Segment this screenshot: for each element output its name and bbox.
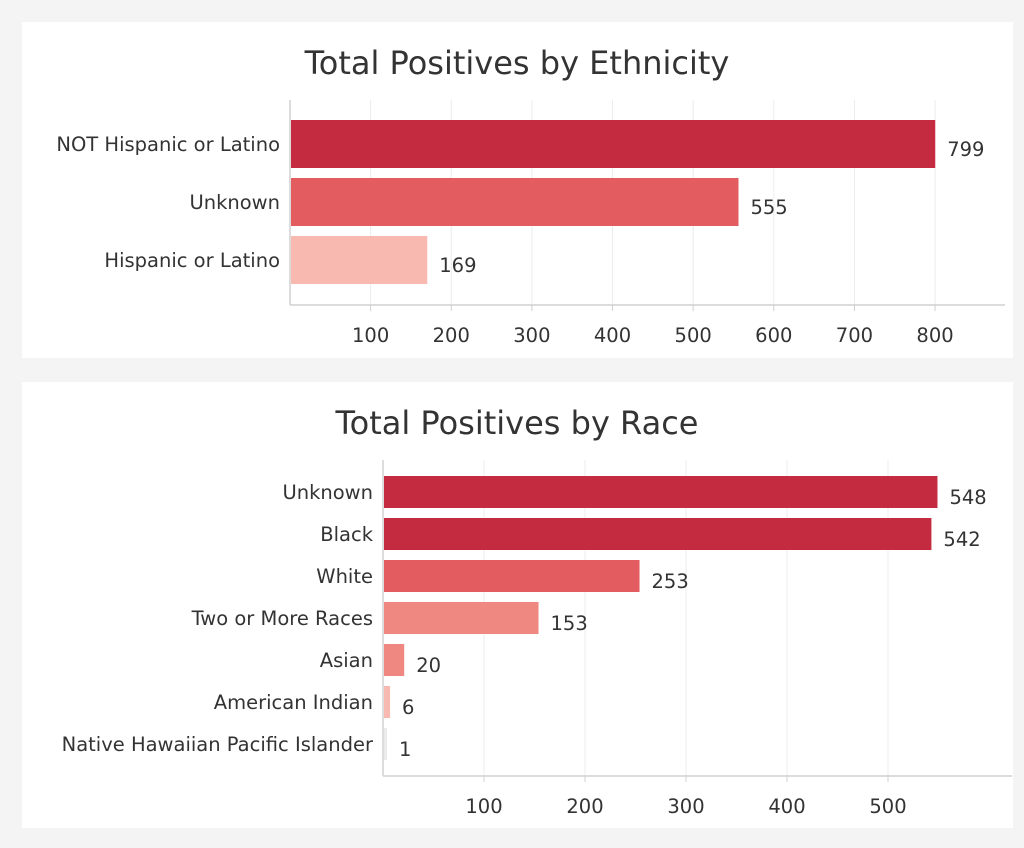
x-tick-label: 300: [513, 324, 550, 347]
x-tick-label: 100: [465, 795, 502, 818]
chart-title: Total Positives by Ethnicity: [304, 44, 730, 82]
bar: [384, 602, 539, 634]
x-tick-label: 200: [566, 795, 603, 818]
x-tick-label: 600: [755, 324, 792, 347]
data-label: 253: [652, 570, 689, 593]
ethnicity-chart-card: Total Positives by Ethnicity 100 200 300 400…: [22, 22, 1013, 358]
data-label: 548: [949, 486, 986, 509]
bar: [384, 728, 387, 760]
x-tick-label: 300: [667, 795, 704, 818]
category-label: Hispanic or Latino: [104, 249, 280, 272]
category-label: Unknown: [282, 481, 373, 504]
x-tick-label: 500: [675, 324, 712, 347]
bar: [384, 560, 640, 592]
ethnicity-bar-chart: Total Positives by Ethnicity 100 200 300 400…: [56, 44, 1005, 347]
bar: [291, 236, 428, 284]
bar: [384, 518, 932, 550]
bar: [384, 686, 391, 718]
category-label: Unknown: [189, 191, 280, 214]
category-label: Asian: [320, 649, 373, 672]
bar: [291, 120, 936, 168]
race-bar-chart: Total Positives by Race 100 200 300 400 500 Un…: [62, 404, 1012, 818]
category-label: White: [316, 565, 373, 588]
x-tick-label: 800: [916, 324, 953, 347]
category-label: Black: [320, 523, 373, 546]
chart-title: Total Positives by Race: [335, 404, 699, 442]
data-label: 153: [551, 612, 588, 635]
category-label: Native Hawaiian Pacific Islander: [62, 733, 374, 756]
data-label: 20: [416, 654, 441, 677]
category-label: American Indian: [214, 691, 373, 714]
race-chart-card: Total Positives by Race 100 200 300 400 500 Un…: [22, 382, 1013, 828]
x-tick-label: 400: [594, 324, 631, 347]
x-tick-label: 500: [869, 795, 906, 818]
bar: [384, 476, 938, 508]
bar: [384, 644, 405, 676]
x-tick-label: 100: [352, 324, 389, 347]
data-label: 169: [439, 254, 476, 277]
bar: [291, 178, 739, 226]
data-label: 799: [947, 138, 984, 161]
x-tick-label: 200: [433, 324, 470, 347]
data-label: 6: [402, 696, 414, 719]
data-label: 542: [943, 528, 980, 551]
x-tick-label: 700: [836, 324, 873, 347]
x-tick-label: 400: [768, 795, 805, 818]
category-label: Two or More Races: [191, 607, 373, 630]
category-label: NOT Hispanic or Latino: [56, 133, 280, 156]
data-label: 1: [399, 738, 411, 761]
data-label: 555: [750, 196, 787, 219]
